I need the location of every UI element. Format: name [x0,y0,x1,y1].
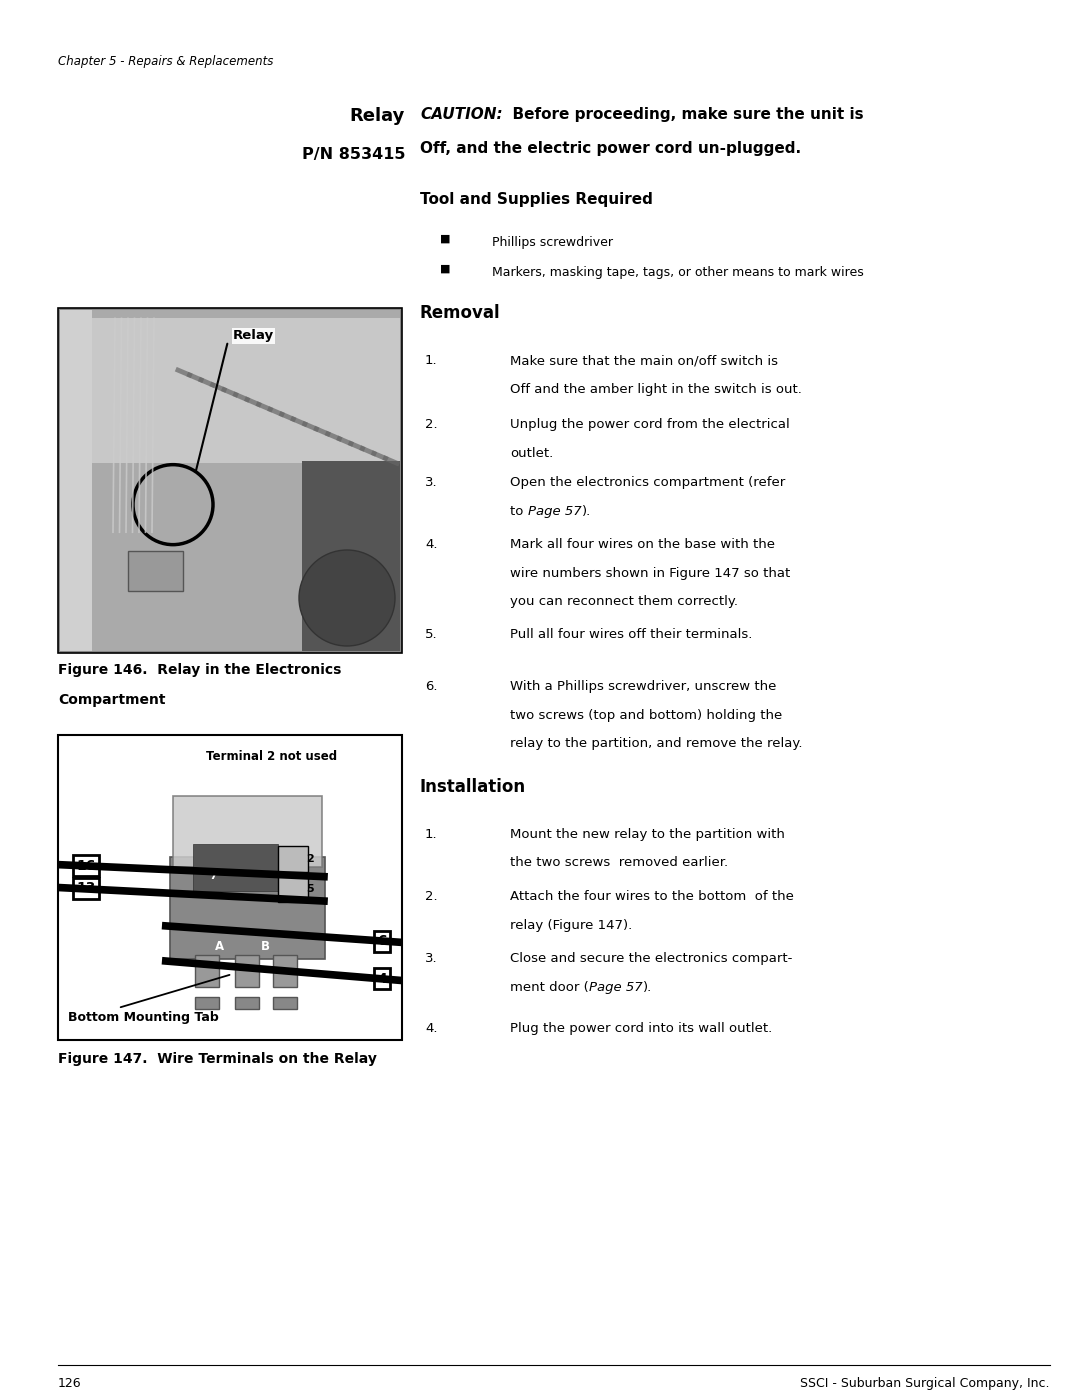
Text: the two screws  removed earlier.: the two screws removed earlier. [510,856,728,869]
Text: Make sure that the main on/off switch is: Make sure that the main on/off switch is [510,353,778,367]
Bar [273,997,297,1009]
Bar [193,844,279,891]
Bar [58,307,402,652]
Text: 126: 126 [58,1377,82,1390]
Text: Page 57: Page 57 [590,981,643,993]
Text: outlet.: outlet. [510,447,553,460]
Text: B: B [260,940,270,953]
Bar [60,319,400,464]
Bar [278,876,308,902]
Text: CAUTION:: CAUTION: [420,108,502,122]
Text: Before proceeding, make sure the unit is: Before proceeding, make sure the unit is [502,108,864,122]
Text: 13: 13 [77,882,96,895]
Text: 5: 5 [306,884,313,894]
Text: Removal: Removal [420,305,501,321]
Bar [302,461,400,651]
Text: 4.: 4. [426,538,437,550]
Text: Phillips screwdriver: Phillips screwdriver [492,236,613,249]
Bar [273,956,297,988]
Text: SSCI - Suburban Surgical Company, Inc.: SSCI - Suburban Surgical Company, Inc. [800,1377,1050,1390]
Text: relay (Figure 147).: relay (Figure 147). [510,918,632,932]
Text: ).: ). [644,981,652,993]
Text: relay to the partition, and remove the relay.: relay to the partition, and remove the r… [510,738,802,750]
Text: two screws (top and bottom) holding the: two screws (top and bottom) holding the [510,708,782,721]
Text: 3.: 3. [426,951,437,965]
Bar [195,997,219,1009]
Text: Off and the amber light in the switch is out.: Off and the amber light in the switch is… [510,383,801,395]
Text: Unplug the power cord from the electrical: Unplug the power cord from the electrica… [510,418,789,432]
Text: wire numbers shown in Figure 147 so that: wire numbers shown in Figure 147 so that [510,567,791,580]
Bar [129,550,183,591]
Text: Terminal 2 not used: Terminal 2 not used [205,750,337,763]
Text: ).: ). [582,504,592,517]
Text: Attach the four wires to the bottom  of the: Attach the four wires to the bottom of t… [510,890,794,902]
Text: Figure 146.  Relay in the Electronics: Figure 146. Relay in the Electronics [58,664,341,678]
Text: 1.: 1. [426,828,437,841]
Text: 7: 7 [210,872,217,882]
Text: Relay: Relay [350,108,405,124]
Text: 6.: 6. [426,680,437,693]
Text: 16: 16 [77,859,96,873]
Bar [58,735,402,1039]
Text: ment door (: ment door ( [510,981,589,993]
Text: A: A [215,940,224,953]
Text: Page 57: Page 57 [528,504,582,517]
Text: 2.: 2. [426,418,437,432]
Bar [60,310,400,651]
Text: 4.: 4. [426,1023,437,1035]
Text: Tool and Supplies Required: Tool and Supplies Required [420,191,653,207]
Text: Markers, masking tape, tags, or other means to mark wires: Markers, masking tape, tags, or other me… [492,265,864,279]
Text: Figure 147.  Wire Terminals on the Relay: Figure 147. Wire Terminals on the Relay [58,1052,377,1066]
Bar [235,997,259,1009]
Bar [278,847,308,872]
Text: Relay: Relay [233,330,274,342]
Text: Chapter 5 - Repairs & Replacements: Chapter 5 - Repairs & Replacements [58,54,273,68]
Text: 6: 6 [377,935,387,949]
Bar [173,796,322,866]
Bar [195,956,219,988]
Text: ■: ■ [440,235,450,244]
Text: Off, and the electric power cord un-plugged.: Off, and the electric power cord un-plug… [420,141,801,156]
Text: Plug the power cord into its wall outlet.: Plug the power cord into its wall outlet… [510,1023,772,1035]
Text: Pull all four wires off their terminals.: Pull all four wires off their terminals. [510,629,753,641]
Text: 4: 4 [377,971,387,985]
Text: 3.: 3. [426,476,437,489]
Bar [60,310,92,651]
Circle shape [299,550,395,645]
Text: 1.: 1. [426,353,437,367]
Text: Mark all four wires on the base with the: Mark all four wires on the base with the [510,538,775,550]
Text: Installation: Installation [420,778,526,796]
Text: Bottom Mounting Tab: Bottom Mounting Tab [68,1011,219,1024]
Text: to: to [510,504,528,517]
Bar [235,956,259,988]
Text: you can reconnect them correctly.: you can reconnect them correctly. [510,595,738,608]
Text: 2.: 2. [426,890,437,902]
Text: P/N 853415: P/N 853415 [301,147,405,162]
Bar [170,858,325,960]
Text: Compartment: Compartment [58,693,165,707]
Text: 5.: 5. [426,629,437,641]
Text: 2: 2 [306,855,313,865]
Text: ■: ■ [440,264,450,274]
Text: With a Phillips screwdriver, unscrew the: With a Phillips screwdriver, unscrew the [510,680,777,693]
Text: Mount the new relay to the partition with: Mount the new relay to the partition wit… [510,828,785,841]
Text: Open the electronics compartment (refer: Open the electronics compartment (refer [510,476,785,489]
Text: Close and secure the electronics compart-: Close and secure the electronics compart… [510,951,793,965]
